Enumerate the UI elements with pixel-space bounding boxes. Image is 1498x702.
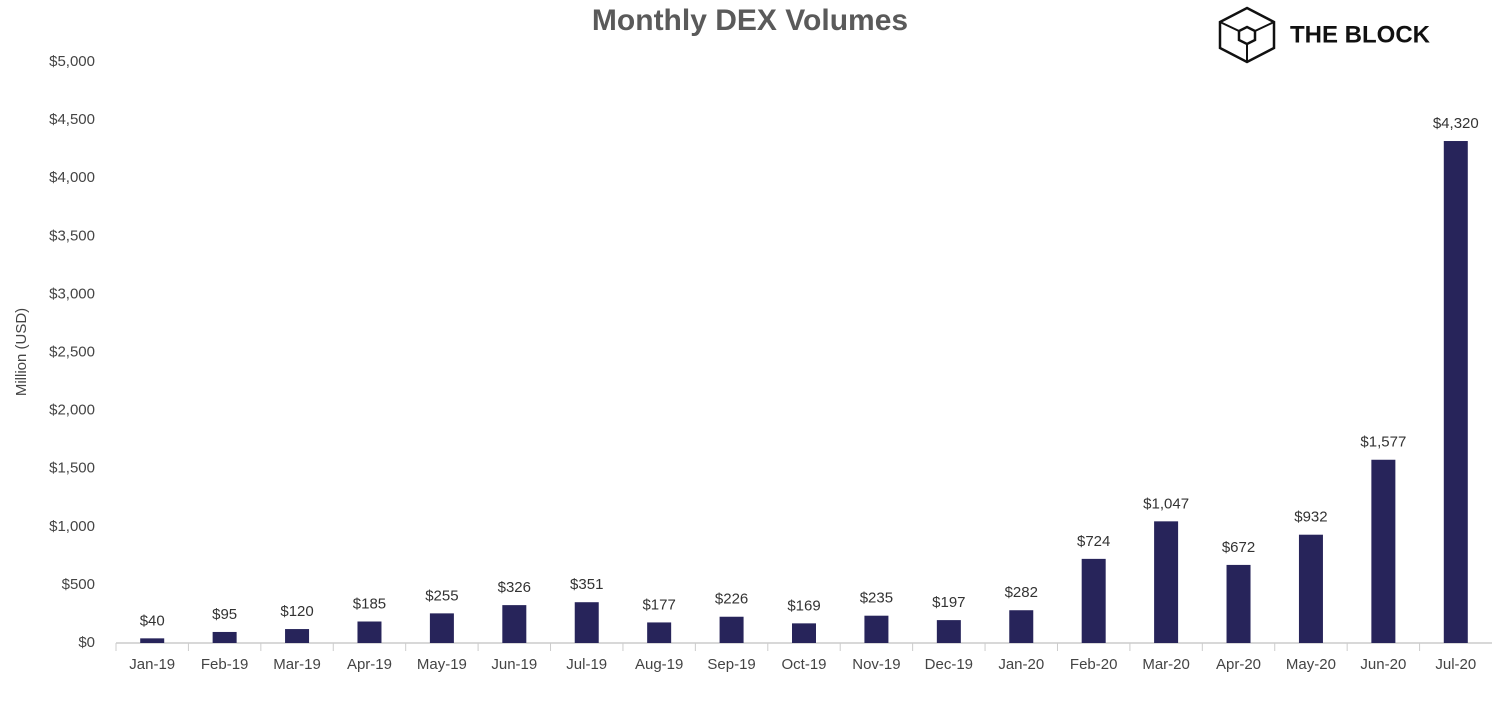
bar: [647, 622, 672, 643]
bar: [1009, 610, 1034, 643]
y-tick-label: $0: [78, 634, 95, 651]
value-label: $282: [1005, 584, 1038, 601]
x-tick-label: Apr-20: [1216, 656, 1261, 673]
y-tick-label: $3,000: [49, 285, 95, 302]
y-tick-label: $2,500: [49, 343, 95, 360]
value-label: $185: [353, 595, 386, 612]
value-label: $1,577: [1360, 434, 1406, 451]
y-tick-label: $3,500: [49, 227, 95, 244]
value-label: $326: [498, 579, 531, 596]
bar: [936, 620, 961, 643]
value-label: $226: [715, 591, 748, 608]
value-label: $255: [425, 587, 458, 604]
bar: [357, 621, 382, 643]
bar: [429, 613, 454, 643]
value-label: $177: [642, 596, 675, 613]
x-tick-label: Mar-20: [1142, 656, 1190, 673]
value-label: $672: [1222, 539, 1255, 556]
x-tick-label: Sep-19: [707, 656, 755, 673]
value-label: $40: [140, 612, 165, 629]
bar: [1081, 558, 1106, 643]
bar: [574, 602, 599, 643]
value-label: $1,047: [1143, 495, 1189, 512]
x-tick-label: Jul-19: [566, 656, 607, 673]
y-tick-label: $2,000: [49, 402, 95, 419]
value-label: $351: [570, 576, 603, 593]
y-tick-label: $4,500: [49, 111, 95, 128]
y-tick-label: $4,000: [49, 169, 95, 186]
bar: [1371, 459, 1396, 643]
x-tick-label: Mar-19: [273, 656, 321, 673]
x-tick-label: Dec-19: [925, 656, 973, 673]
x-tick-label: Jun-19: [491, 656, 537, 673]
x-tick-label: Nov-19: [852, 656, 900, 673]
x-tick-label: Oct-19: [781, 656, 826, 673]
x-tick-label: May-20: [1286, 656, 1336, 673]
logo-lines: [1219, 21, 1275, 62]
x-tick-label: Aug-19: [635, 656, 683, 673]
bar: [212, 631, 237, 643]
x-tick-label: Feb-20: [1070, 656, 1118, 673]
value-label: $235: [860, 590, 893, 607]
bar: [1298, 534, 1323, 643]
bar: [1226, 564, 1251, 643]
bar: [792, 623, 816, 643]
bar: [502, 605, 527, 643]
logo-inner: [1237, 25, 1257, 46]
chart-title: Monthly DEX Volumes: [592, 4, 908, 37]
x-tick-label: Jan-19: [129, 656, 175, 673]
brand-logo: THE BLOCK: [1218, 6, 1431, 64]
value-label: $724: [1077, 533, 1110, 550]
bar: [1443, 141, 1468, 644]
brand-name: THE BLOCK: [1290, 21, 1431, 48]
x-tick-label: Apr-19: [347, 656, 392, 673]
value-label: $932: [1294, 509, 1327, 526]
y-tick-label: $5,000: [49, 53, 95, 70]
y-axis-label: Million (USD): [13, 308, 30, 396]
value-label: $95: [212, 606, 237, 623]
value-label: $4,320: [1433, 115, 1479, 132]
bar: [719, 616, 744, 643]
bar: [864, 615, 889, 643]
bar: [285, 629, 310, 643]
x-tick-label: Jan-20: [998, 656, 1044, 673]
bar: [1154, 521, 1179, 643]
y-tick-label: $1,500: [49, 460, 95, 477]
y-tick-label: $1,000: [49, 518, 95, 535]
x-tick-label: Jun-20: [1360, 656, 1406, 673]
y-tick-label: $500: [62, 576, 95, 593]
value-label: $120: [280, 603, 313, 620]
value-label: $169: [787, 597, 820, 614]
x-tick-label: May-19: [417, 656, 467, 673]
x-tick-label: Feb-19: [201, 656, 249, 673]
value-label: $197: [932, 594, 965, 611]
x-tick-label: Jul-20: [1435, 656, 1476, 673]
bar: [140, 638, 165, 643]
